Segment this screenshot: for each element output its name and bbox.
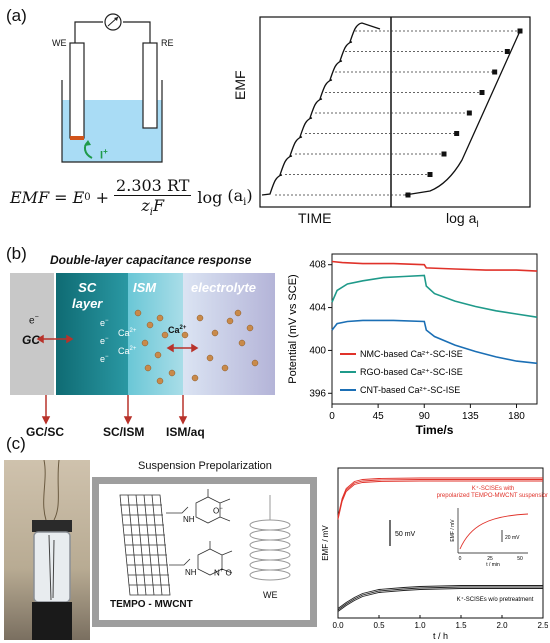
emf-ylabel: EMF [232, 70, 248, 100]
emf-time-chart: 0.0 0.5 1.0 1.5 2.0 2.5 t / h EMF / mV K⁺-SCISEs… [321, 467, 548, 641]
series-line-1 [331, 274, 538, 318]
panel-b-label: (b) [6, 244, 27, 263]
we-label: WE [52, 38, 67, 48]
emf-schematic-chart [259, 16, 531, 208]
calibration-point [517, 28, 523, 34]
n-oxyl-label: O− [213, 506, 223, 516]
calibration-point [405, 192, 411, 198]
y-tick-label: 408 [309, 260, 326, 271]
panel-b-title: Double-layer capacitance response [50, 253, 252, 267]
x-tick-label: 45 [373, 411, 385, 422]
calibration-point [427, 172, 433, 177]
potential-time-chart: 0 45 90 135 180 396 400 404 408 Time/s Potential (… [287, 253, 538, 437]
schematic-frame [259, 16, 531, 208]
inset-x-tick-label: 25 [487, 556, 493, 562]
series-line-2 [331, 319, 538, 365]
ion-label: I+ [100, 147, 108, 162]
calibration-point [492, 69, 498, 75]
x-axis-label: t / h [433, 631, 448, 641]
plot-frame [331, 253, 538, 405]
electron-gc: e− [29, 314, 39, 327]
staircase-curve [261, 22, 381, 196]
calibration-point [479, 90, 485, 95]
inset-curve [459, 513, 529, 550]
electrochemical-cell-diagram [61, 13, 163, 163]
legend-entry-0: NMC-based Ca²⁺-SC-ISE [360, 349, 463, 359]
interface-diagram [10, 273, 275, 395]
y-axis-label: EMF / mV [321, 525, 330, 561]
electron-sc-3: e− [100, 354, 109, 364]
legend-entry-2: CNT-based Ca²⁺-SC-ISE [360, 385, 460, 395]
series-label-0b: prepolarized TEMPO-MWCNT suspension [437, 493, 548, 499]
ism-label: ISM [133, 280, 157, 295]
calibration-point [504, 49, 510, 54]
gc-label: GC [22, 333, 40, 347]
series-label-1: K⁺-SCISEs w/o pretreatment [457, 596, 534, 603]
y-tick-label: 396 [309, 388, 326, 399]
re-label: RE [161, 38, 174, 48]
log-ai-xlabel: log aI [446, 210, 479, 229]
interface-ism-aq: ISM/aq [166, 425, 205, 439]
nh-top: NH [183, 515, 195, 524]
electrode-photo [4, 460, 90, 640]
x-axis-label: Time/s [416, 423, 454, 437]
series-line-1 [337, 585, 543, 609]
calibration-point [454, 131, 460, 136]
series-line-0 [337, 480, 543, 520]
tempo-mwcnt-label: TEMPO - MWCNT [110, 599, 193, 610]
x-tick-label: 135 [462, 411, 479, 422]
series-line-0 [337, 479, 543, 519]
interface-gc-sc: GC/SC [26, 425, 65, 439]
x-tick-label: 0.0 [332, 621, 344, 630]
series-line-0 [337, 477, 543, 517]
x-tick-label: 2.5 [537, 621, 548, 630]
inset-scalebar-label: 20 mV [505, 535, 520, 541]
electron-sc-2: e− [100, 336, 109, 346]
y-tick-label: 400 [309, 345, 326, 356]
calibration-point [441, 151, 447, 157]
electrolyte-label: electrolyte [191, 280, 257, 295]
series-line-0 [331, 260, 538, 272]
inset-x-label: t / min [486, 562, 500, 568]
ca-ion-3: Ca2+ [168, 325, 187, 335]
x-tick-label: 180 [508, 411, 525, 422]
series-label-0: K⁺-SCISEs with [472, 485, 515, 492]
inset-x-tick-label: 50 [517, 556, 523, 562]
calibration-curve [404, 30, 521, 196]
legend-entry-1: RGO-based Ca²⁺-SC-ISE [360, 367, 463, 377]
inset-x-tick-label: 0 [459, 556, 462, 562]
n-plus-label: N+ O [214, 568, 232, 578]
x-tick-label: 1.5 [455, 621, 467, 630]
sc-layer-label: SC layer [72, 280, 103, 311]
x-tick-label: 2.0 [496, 621, 508, 630]
inset-y-label: EMF / mV [450, 519, 456, 542]
suspension-title: Suspension Prepolarization [138, 460, 272, 472]
calibration-point [466, 110, 472, 116]
time-xlabel: TIME [298, 210, 332, 226]
electron-sc-1: e− [100, 318, 109, 328]
interface-overlay [36, 309, 259, 425]
x-tick-label: 0.5 [373, 621, 385, 630]
y-tick-label: 404 [309, 303, 326, 314]
x-tick-label: 1.0 [414, 621, 426, 630]
scalebar-label: 50 mV [395, 531, 416, 538]
x-tick-label: 90 [419, 411, 431, 422]
we-coil-label: WE [263, 590, 278, 600]
series-line-1 [337, 588, 543, 612]
panel-a-label: (a) [6, 6, 27, 25]
series-line-1 [337, 586, 543, 611]
y-axis-label: Potential (mV vs SCE) [287, 274, 299, 383]
ca-ion-1: Ca2+ [118, 328, 137, 338]
nh-bottom: NH [185, 568, 197, 577]
interface-sc-ism: SC/ISM [103, 425, 145, 439]
panel-c-label: (c) [6, 434, 26, 453]
ca-ion-2: Ca2+ [118, 346, 137, 356]
x-tick-label: 0 [329, 411, 335, 422]
tempo-mwcnt-diagram [119, 489, 291, 596]
